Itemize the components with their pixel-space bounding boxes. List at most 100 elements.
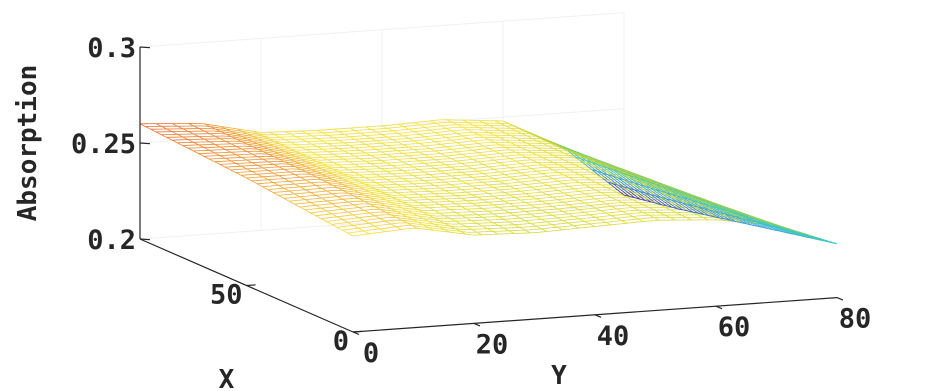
mesh-line-y (515, 179, 521, 183)
mesh-line-x (448, 178, 457, 180)
mesh-line-x (373, 125, 383, 127)
mesh-line-x (408, 137, 417, 139)
mesh-line-x (631, 192, 641, 200)
mesh-line-y (559, 145, 565, 149)
mesh-line-y (359, 150, 366, 154)
mesh-line-x (531, 185, 540, 188)
mesh-line-x (605, 221, 614, 223)
mesh-line-x (446, 127, 455, 129)
mesh-line-x (502, 158, 511, 160)
mesh-line-x (557, 198, 567, 201)
mesh-line-y (257, 156, 264, 160)
tick-marks (139, 46, 844, 336)
mesh-line-x (520, 190, 529, 192)
mesh-line-x (369, 221, 378, 224)
mesh-line-y (209, 141, 216, 145)
mesh-line-y (478, 134, 484, 138)
mesh-line-y (537, 136, 544, 140)
mesh-line-y (364, 168, 371, 173)
mesh-line-y (493, 204, 499, 208)
mesh-line-x (663, 201, 673, 208)
mesh-line-x (317, 129, 326, 131)
mesh-line-x (405, 131, 415, 133)
mesh-line-y (718, 217, 725, 221)
mesh-line-y (321, 197, 327, 202)
mesh-line-x (212, 130, 221, 132)
mesh-line-y (498, 189, 505, 193)
mesh-line-x (393, 200, 403, 203)
mesh-line-y (214, 161, 221, 165)
mesh-line-y (401, 207, 408, 211)
mesh-line-x (446, 145, 455, 148)
mesh-line-x (424, 162, 433, 164)
mesh-line-x (600, 218, 609, 221)
mesh-line-y (236, 154, 242, 158)
mesh-line-x (510, 166, 519, 169)
mesh-line-x (419, 133, 428, 135)
mesh-line-y (552, 196, 559, 201)
mesh-line-x (230, 169, 239, 171)
mesh-line-y (375, 165, 382, 169)
mesh-line-x (554, 229, 563, 231)
mesh-line-y (155, 131, 162, 135)
mesh-line-x (368, 131, 377, 133)
mesh-line-y (310, 173, 317, 178)
mesh-line-x (291, 186, 301, 188)
mesh-line-x (365, 134, 374, 136)
mesh-line-y (489, 125, 495, 129)
mesh-line-x (560, 177, 570, 179)
mesh-line-y (407, 180, 414, 185)
mesh-line-y (493, 178, 500, 182)
mesh-line-x (472, 148, 481, 151)
mesh-line-x (348, 200, 357, 203)
mesh-line-y (564, 148, 570, 152)
mesh-line-y (435, 150, 441, 154)
mesh-line-y (558, 146, 565, 150)
mesh-line-y (332, 153, 339, 158)
mesh-line-y (220, 138, 226, 142)
mesh-line-x (405, 140, 415, 142)
mesh-line-x (342, 198, 351, 200)
mesh-line-x (478, 142, 487, 144)
mesh-line-y (536, 207, 542, 211)
mesh-line-y (161, 134, 167, 138)
mesh-line-x (265, 163, 274, 166)
mesh-line-y (476, 231, 483, 236)
mesh-line-x (657, 187, 667, 194)
mesh-line-x (469, 170, 478, 173)
mesh-line-x (227, 163, 237, 165)
mesh-line-y (278, 158, 285, 163)
mesh-line-y (386, 170, 393, 175)
mesh-line-x (486, 150, 495, 153)
mesh-line-y (397, 141, 404, 145)
mesh-line-y (374, 215, 381, 219)
mesh-line-y (391, 196, 397, 200)
mesh-line-y (413, 166, 419, 170)
mesh-line-x (396, 225, 405, 228)
mesh-line-x (477, 169, 486, 172)
mesh-line-x (622, 210, 631, 212)
mesh-line-x (479, 201, 489, 204)
mesh-line-y (322, 132, 329, 136)
mesh-line-y (305, 199, 311, 203)
mesh-line-x (346, 130, 356, 132)
mesh-line-y (660, 197, 667, 200)
mesh-line-y (600, 184, 607, 188)
mesh-line-y (644, 180, 651, 183)
mesh-line-y (354, 163, 360, 168)
mesh-line-x (443, 158, 452, 160)
mesh-line-y (751, 224, 758, 227)
mesh-line-x (421, 156, 430, 159)
mesh-line-y (691, 211, 698, 216)
mesh-line-y (552, 169, 559, 173)
mesh-line-y (552, 214, 558, 219)
mesh-line-y (316, 185, 322, 189)
mesh-line-x (541, 218, 550, 220)
mesh-line-x (348, 186, 357, 189)
mesh-line-y (471, 228, 477, 233)
mesh-line-x (552, 214, 561, 216)
mesh-line-y (708, 203, 714, 207)
mesh-line-y (729, 208, 736, 212)
mesh-line-x (263, 151, 272, 154)
mesh-line-y (482, 208, 489, 212)
